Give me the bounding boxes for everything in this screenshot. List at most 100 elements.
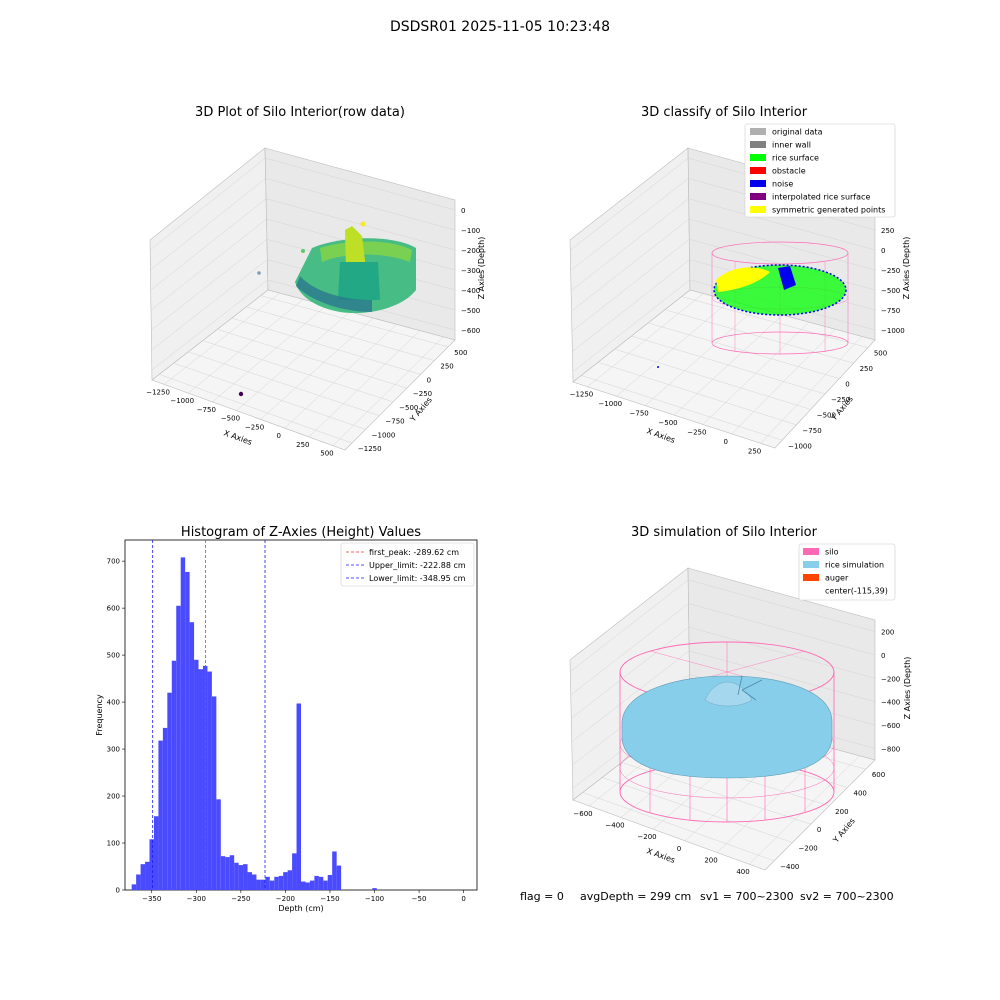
gridline (631, 335, 826, 395)
gridline (597, 362, 797, 426)
legend-label: center(-115,39) (825, 587, 888, 596)
simulation-rice (621, 675, 833, 779)
y-tick-label: −250 (413, 390, 432, 398)
gridline (664, 309, 854, 364)
gridline (688, 579, 876, 632)
gridline (236, 311, 350, 411)
histogram-bar (189, 622, 195, 890)
z-tick-label: 200 (881, 629, 894, 637)
histogram-bar (243, 864, 248, 890)
legend-label: interpolated rice surface (772, 193, 870, 202)
histogram-bar (234, 862, 239, 890)
histogram-bar (260, 879, 266, 890)
y-tick-label: −1000 (372, 431, 396, 439)
histogram-bar (283, 872, 288, 890)
status-sv1: sv1 = 700~2300 (700, 890, 794, 903)
legend-label: rice surface (772, 154, 819, 163)
z-tick-label: −300 (461, 267, 480, 275)
legend-swatch (750, 128, 766, 135)
simulation-panel: 3D simulation of Silo Interior (569, 525, 912, 876)
z-tick-label: −400 (461, 287, 480, 295)
gridline (581, 375, 783, 441)
raw-tick-labels: −1250−1000−750−500−25002505005002500−250… (146, 207, 480, 458)
x-tick-label: 250 (296, 441, 309, 449)
legend-label: obstacle (772, 167, 806, 176)
gridline (173, 362, 366, 430)
gridline (582, 792, 775, 862)
z-tick-label: −200 (881, 675, 900, 683)
gridline (188, 351, 380, 416)
histogram-bar (211, 696, 217, 890)
classify-legend: original data inner wall rice surface obsta… (744, 123, 896, 218)
gridline (572, 279, 691, 373)
gridline (570, 157, 689, 251)
x-tick-label: −150 (320, 895, 339, 903)
gridline (570, 198, 689, 291)
legend-swatch (803, 574, 819, 581)
gridline (571, 239, 690, 332)
gridline (602, 777, 793, 843)
y-tick-label: 400 (107, 699, 120, 707)
y-tick-label: 200 (107, 793, 120, 801)
y-tick-label: −250 (831, 396, 850, 404)
gridline (571, 626, 689, 719)
x-tick-label: 200 (704, 857, 717, 865)
gridline (688, 603, 876, 656)
simulation-panel-title: 3D simulation of Silo Interior (631, 525, 818, 540)
gridline (572, 259, 690, 352)
y-tick-label: 200 (835, 808, 848, 816)
y-tick-label: −500 (817, 411, 836, 419)
legend-label: Upper_limit: -222.88 cm (369, 561, 466, 570)
gridline (217, 329, 407, 389)
histogram-bar (292, 853, 297, 890)
classify-panel-title: 3D classify of Silo Interior (641, 105, 808, 120)
classify-gridlines (570, 157, 876, 444)
x-tick-label: 250 (748, 447, 761, 455)
y-tick-label: 300 (107, 746, 120, 754)
y-tick-label: 600 (872, 771, 885, 779)
y-tick-label: −400 (780, 863, 799, 871)
histogram-bar (216, 799, 221, 890)
x-tick-label: 0 (276, 432, 280, 440)
z-tick-label: 0 (881, 247, 885, 255)
histogram-bar (318, 876, 324, 890)
x-tick-label: −1000 (598, 400, 622, 408)
gridline (150, 198, 267, 291)
z-tick-label: −500 (881, 287, 900, 295)
gridline (681, 296, 868, 348)
gridline (212, 305, 327, 403)
histogram-x-axis-label: Depth (cm) (278, 904, 323, 913)
histogram-bar (176, 605, 181, 890)
histogram-bar (332, 851, 337, 890)
x-tick-label: −200 (276, 895, 295, 903)
legend-swatch (750, 141, 766, 148)
y-tick-label: 0 (817, 826, 821, 834)
x-tick-label: −350 (142, 895, 161, 903)
simulation-z-axis-label: Z Axies (Depth) (903, 657, 912, 720)
gridline (188, 299, 304, 394)
gridline (748, 755, 860, 865)
x-tick-label: −1000 (170, 397, 194, 405)
legend-swatch (750, 180, 766, 187)
x-tick-label: −500 (658, 419, 677, 427)
gridline (571, 218, 690, 312)
histogram-bar (278, 875, 284, 890)
x-tick-label: −50 (412, 895, 427, 903)
histogram-bar (145, 861, 150, 890)
y-tick-label: 250 (440, 363, 453, 371)
y-tick-label: 0 (116, 887, 120, 895)
y-tick-label: −1000 (788, 442, 812, 450)
y-tick-label: −750 (802, 427, 821, 435)
y-tick-label: −200 (799, 845, 818, 853)
gridline (260, 295, 449, 348)
histogram-bar (185, 571, 190, 890)
legend-label: symmetric generated points (772, 206, 885, 215)
histogram-bar (136, 874, 141, 890)
x-tick-label: −500 (221, 415, 240, 423)
z-tick-label: 0 (881, 652, 885, 660)
y-tick-label: −750 (385, 418, 404, 426)
x-tick-label: −100 (365, 895, 384, 903)
gridline (246, 306, 435, 361)
gridline (614, 348, 811, 410)
